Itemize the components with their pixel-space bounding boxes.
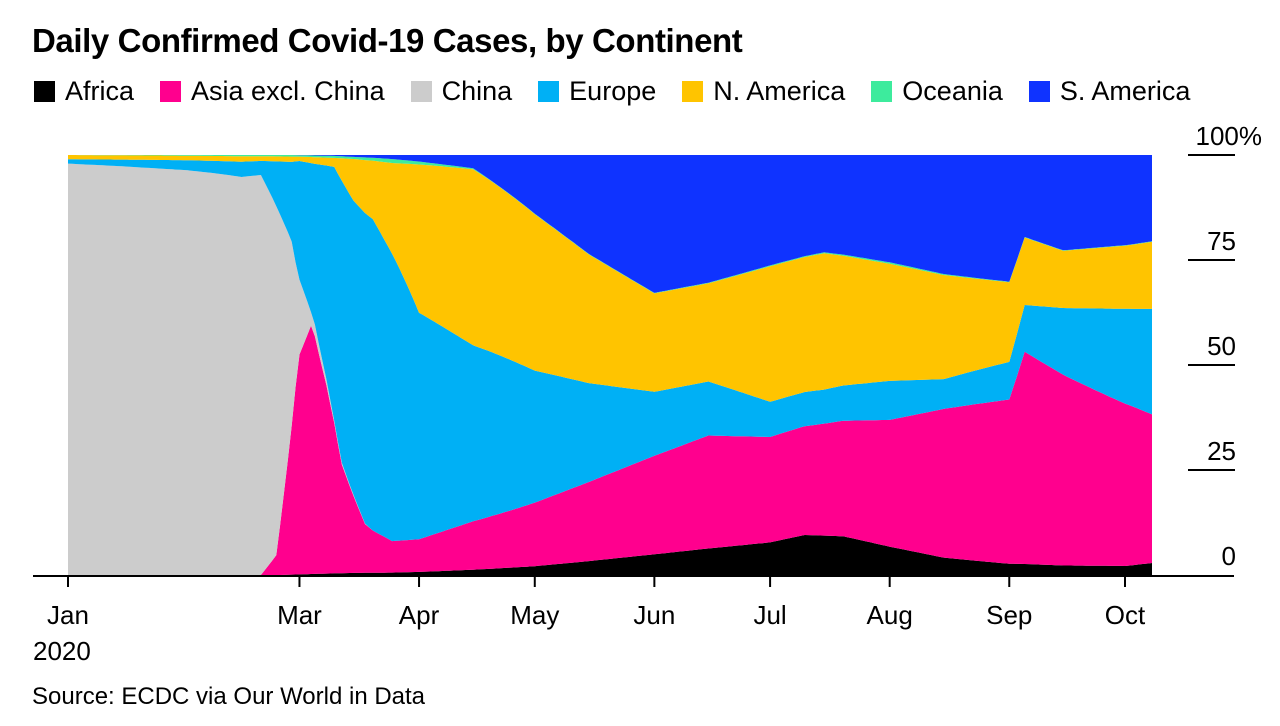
chart-legend: Africa Asia excl. China China Europe N. Amer…	[34, 76, 1190, 107]
legend-item-africa: Africa	[34, 76, 134, 107]
x-tick-label: May	[510, 600, 559, 630]
area-asia-excl-china	[68, 325, 1152, 575]
x-tick-label: Apr	[399, 600, 440, 630]
stacked-areas	[68, 155, 1152, 575]
legend-swatch	[1028, 81, 1050, 102]
chart-title: Daily Confirmed Covid-19 Cases, by Conti…	[32, 22, 743, 59]
source-note: Source: ECDC via Our World in Data	[32, 683, 426, 710]
legend-item-europe: Europe	[538, 76, 656, 107]
x-tick-label: Aug	[867, 600, 913, 630]
legend-label: China	[441, 76, 513, 106]
x-axis: Jan Mar Apr May Jun Jul Aug Sep Oct 2020	[33, 576, 1146, 666]
y-tick-label: 0	[1222, 541, 1236, 571]
legend-swatch	[160, 81, 182, 102]
x-year-label: 2020	[33, 636, 91, 666]
x-tick-label: Jun	[633, 600, 675, 630]
y-tick-label: 50	[1207, 331, 1236, 361]
legend-label: Africa	[65, 76, 135, 106]
area-europe	[68, 159, 1152, 542]
legend-swatch	[871, 81, 893, 102]
x-tick-label: Sep	[986, 600, 1032, 630]
legend-label: Asia excl. China	[191, 76, 385, 106]
x-tick-label: Oct	[1105, 600, 1146, 630]
legend-swatch	[410, 81, 432, 102]
area-n-america	[68, 155, 1152, 402]
area-china	[68, 163, 1152, 575]
legend-swatch	[682, 81, 704, 102]
legend-label: Oceania	[902, 76, 1003, 106]
legend-item-china: China	[410, 76, 513, 107]
x-tick-label: Jan	[47, 600, 89, 630]
x-tick-label: Mar	[277, 600, 322, 630]
y-tick-label: 25	[1207, 436, 1236, 466]
legend-item-n-america: N. America	[682, 76, 845, 107]
area-s-america	[68, 155, 1152, 293]
legend-item-oceania: Oceania	[871, 76, 1003, 107]
legend-label: S. America	[1059, 76, 1191, 106]
area-africa	[68, 535, 1152, 575]
legend-label: Europe	[569, 76, 657, 106]
legend-item-asia-excl-china: Asia excl. China	[160, 76, 385, 107]
legend-swatch	[34, 81, 55, 102]
y-tick-label: 100%	[1196, 121, 1263, 151]
legend-swatch	[538, 81, 560, 102]
y-tick-label: 75	[1207, 226, 1236, 256]
legend-item-s-america: S. America	[1028, 76, 1191, 107]
legend-label: N. America	[713, 76, 846, 106]
y-axis: 0 25 50 75 100%	[1188, 121, 1262, 571]
x-tick-label: Jul	[753, 600, 786, 630]
